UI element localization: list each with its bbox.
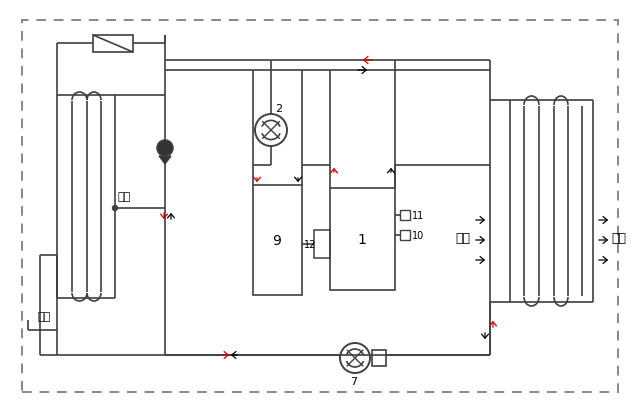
Bar bbox=[330, 188, 395, 290]
Bar bbox=[400, 230, 410, 240]
Text: 11: 11 bbox=[412, 211, 424, 221]
Bar bbox=[314, 230, 330, 258]
Text: 出风: 出风 bbox=[611, 232, 626, 245]
Text: 2: 2 bbox=[275, 104, 282, 114]
Text: 进风: 进风 bbox=[455, 232, 470, 245]
Bar bbox=[253, 185, 302, 295]
Text: 9: 9 bbox=[273, 234, 282, 248]
Text: 出水: 出水 bbox=[38, 312, 51, 322]
Text: 10: 10 bbox=[412, 231, 424, 241]
Text: 7: 7 bbox=[350, 377, 357, 387]
Bar bbox=[93, 35, 133, 52]
Bar bbox=[400, 210, 410, 220]
Text: 12: 12 bbox=[304, 240, 316, 250]
Bar bbox=[372, 350, 386, 366]
Circle shape bbox=[157, 140, 173, 156]
Polygon shape bbox=[159, 156, 171, 164]
Text: 进水: 进水 bbox=[118, 192, 131, 202]
Text: 1: 1 bbox=[358, 233, 366, 247]
Circle shape bbox=[113, 206, 118, 211]
